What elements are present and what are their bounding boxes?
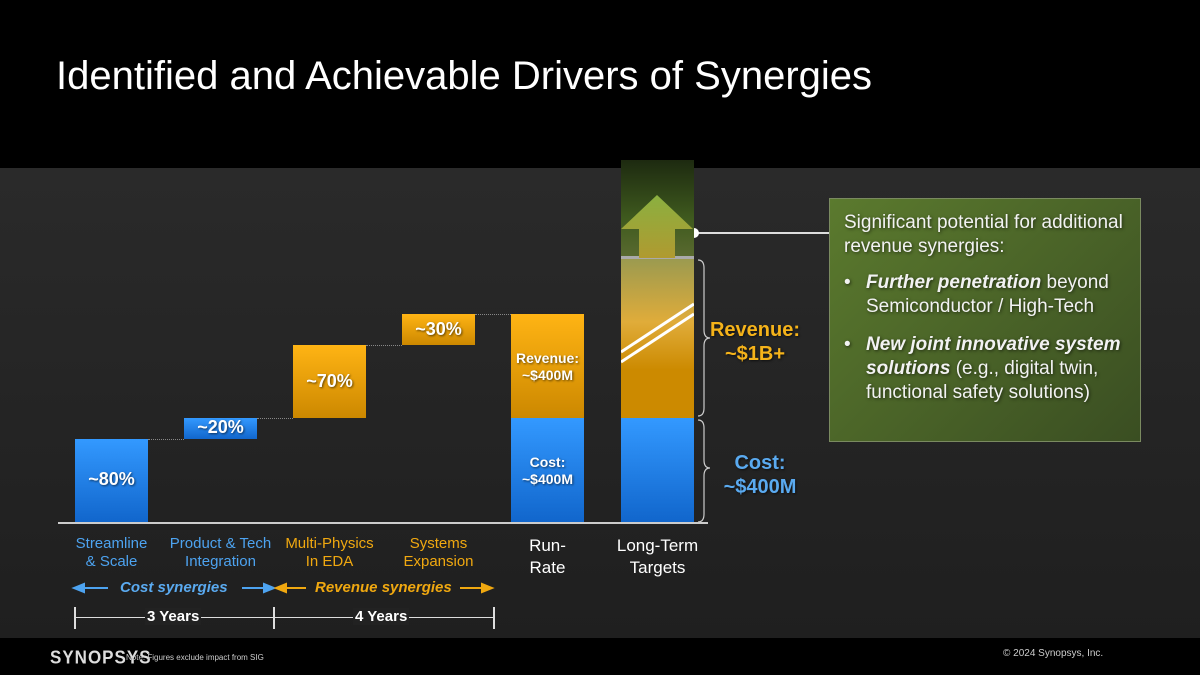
timeline-cost-years: 3 Years: [145, 608, 202, 625]
bar-value-label: ~70%: [306, 370, 353, 391]
long-term-revenue-label: Revenue: ~$1B+: [709, 319, 801, 365]
category-label: Product & Tech Integration: [169, 535, 272, 570]
waterfall-bar: [184, 418, 257, 439]
category-label: Streamline & Scale: [75, 535, 148, 570]
category-label: Long-Term Targets: [616, 536, 699, 577]
timeline-line: [75, 617, 495, 618]
run-rate-cost-bar: [511, 418, 584, 522]
x-axis-line: [58, 522, 708, 524]
copyright: © 2024 Synopsys, Inc.: [1003, 648, 1104, 659]
connector-line: [366, 345, 402, 347]
callout-bullet: Further penetration beyond Semiconductor…: [844, 271, 1126, 319]
revenue-brace: [697, 259, 711, 417]
timeline-revenue-years: 4 Years: [353, 608, 410, 625]
category-label: Run- Rate: [529, 536, 566, 577]
synergy-arrows: [71, 582, 495, 594]
run-rate-cost-label: Cost: ~$400M: [522, 454, 573, 487]
axis-break-icon: [621, 302, 694, 364]
long-term-cost-label: Cost: ~$400M: [723, 452, 797, 498]
header-band: [0, 0, 1200, 168]
cost-brace: [697, 419, 711, 523]
long-term-cost-bar: [621, 418, 694, 522]
waterfall-bar: [293, 345, 366, 418]
connector-dot: [689, 228, 699, 238]
category-label: Multi-Physics In EDA: [285, 535, 374, 570]
bar-value-label: ~20%: [197, 417, 244, 438]
category-label: Systems Expansion: [403, 535, 474, 570]
legend-cost: Cost synergies: [120, 579, 228, 596]
waterfall-bar: [402, 314, 475, 346]
run-rate-revenue-bar: [511, 314, 584, 418]
brace-icons: [697, 259, 711, 523]
page-title: Identified and Achievable Drivers of Syn…: [56, 54, 873, 98]
bar-value-label: ~30%: [415, 318, 462, 339]
timeline-tick: [74, 607, 76, 629]
callout-intro: Significant potential for additional rev…: [844, 212, 1123, 257]
legend-revenue: Revenue synergies: [315, 579, 452, 596]
connector-line: [475, 314, 511, 315]
up-arrow-icon: [621, 195, 693, 258]
connector-line: [257, 418, 293, 419]
bar-value-label: ~80%: [88, 469, 135, 490]
waterfall-bar: [75, 438, 148, 522]
synopsys-logo: SYNOPSYS: [50, 647, 152, 668]
footer-note: Note: Figures exclude impact from SIG: [126, 653, 264, 662]
callout-box: Significant potential for additional rev…: [829, 198, 1141, 442]
timeline-tick: [493, 607, 495, 629]
run-rate-revenue-label: Revenue: ~$400M: [515, 350, 580, 383]
connector-line: [148, 438, 184, 440]
callout-connector: [694, 232, 829, 234]
callout-bullet: New joint innovative system solutions (e…: [844, 333, 1126, 405]
footer-band: [0, 638, 1200, 675]
timeline-tick: [273, 607, 275, 629]
